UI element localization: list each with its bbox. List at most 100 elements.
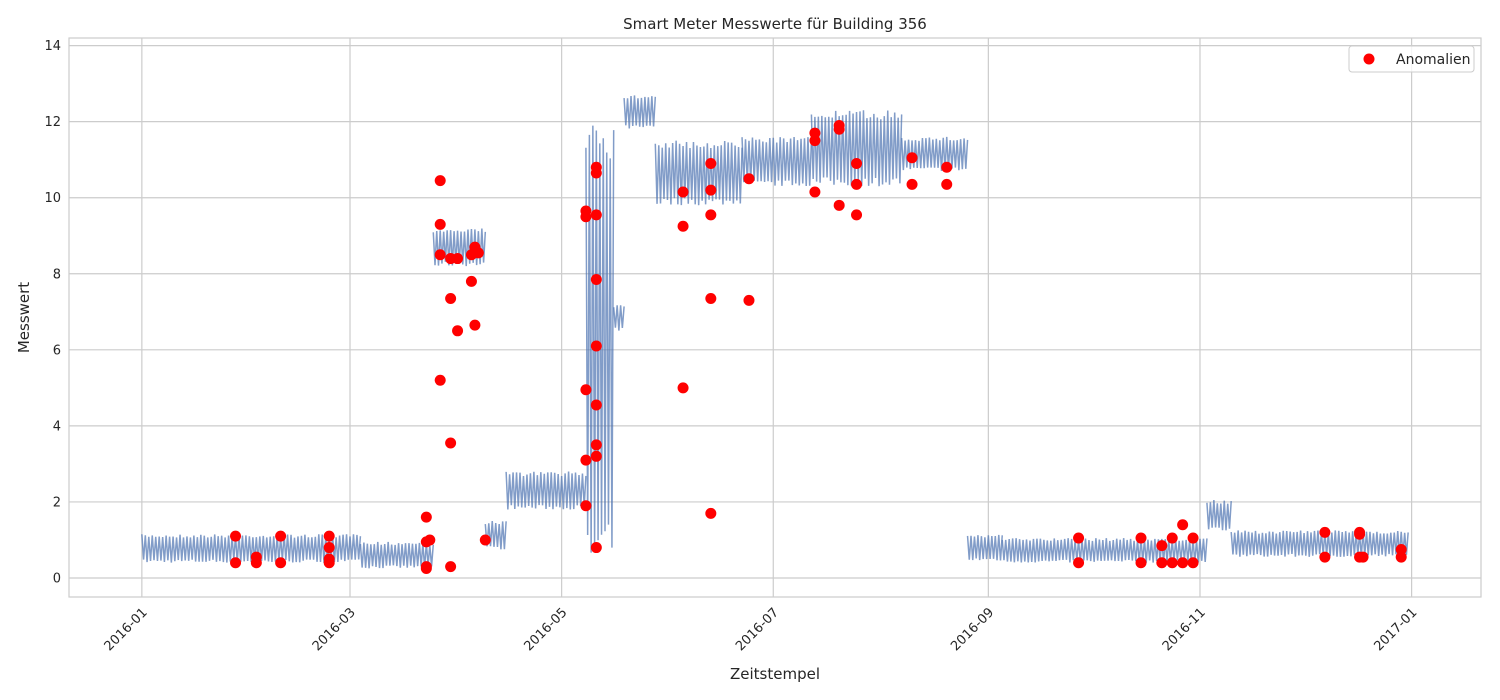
anomaly-point	[1156, 557, 1168, 569]
x-axis-label: Zeitstempel	[730, 665, 820, 683]
legend-marker	[1363, 53, 1375, 65]
anomaly-point	[590, 399, 602, 411]
anomaly-point	[941, 161, 953, 173]
y-axis-label: Messwert	[15, 282, 33, 353]
line-segment-3	[484, 520, 507, 550]
anomaly-point	[275, 557, 287, 569]
anomaly-point	[580, 384, 592, 396]
anomaly-point	[590, 439, 602, 451]
anomaly-point	[465, 275, 477, 287]
anomaly-point	[580, 211, 592, 223]
anomaly-point	[424, 534, 436, 546]
line-segment-7	[623, 95, 657, 129]
grid	[69, 38, 1481, 597]
anomaly-point	[420, 562, 432, 574]
anomaly-point	[1166, 557, 1178, 569]
anomaly-point	[420, 511, 432, 523]
anomaly-point	[434, 374, 446, 386]
anomaly-point	[1354, 528, 1366, 540]
y-tick-label: 6	[53, 343, 61, 358]
anomaly-point	[434, 218, 446, 230]
y-tick-label: 10	[44, 191, 61, 206]
anomaly-point	[250, 557, 262, 569]
anomaly-point	[1357, 551, 1369, 563]
y-tick-label: 2	[53, 495, 61, 510]
anomaly-point	[705, 507, 717, 519]
line-segment-9	[741, 137, 813, 187]
anomaly-point	[1073, 532, 1085, 544]
line-segment-15	[1230, 530, 1409, 557]
anomaly-point	[1187, 532, 1199, 544]
anomaly-point	[1156, 540, 1168, 552]
anomaly-point	[1395, 543, 1407, 555]
anomaly-point	[323, 530, 335, 542]
line-segment-2	[432, 228, 487, 267]
anomaly-point	[705, 292, 717, 304]
line-segment-14	[1206, 500, 1232, 531]
anomaly-point	[1319, 551, 1331, 563]
anomaly-point	[1187, 557, 1199, 569]
anomaly-point	[833, 123, 845, 135]
anomaly-point	[1319, 526, 1331, 538]
anomaly-point	[590, 542, 602, 554]
anomaly-point	[809, 135, 821, 147]
anomaly-point	[230, 557, 242, 569]
anomaly-point	[452, 253, 464, 265]
anomaly-point	[434, 249, 446, 261]
anomaly-point	[1177, 519, 1189, 531]
line-segment-6	[612, 305, 625, 331]
y-tick-label: 12	[44, 115, 61, 130]
anomaly-point	[445, 561, 457, 573]
line-segment-5	[585, 125, 615, 553]
line-segment-4	[505, 471, 587, 510]
anomaly-point	[1166, 532, 1178, 544]
anomaly-point	[851, 157, 863, 169]
anomaly-point	[323, 557, 335, 569]
anomaly-point	[851, 178, 863, 190]
line-series	[141, 95, 1409, 569]
anomaly-point	[434, 175, 446, 187]
anomaly-point	[743, 294, 755, 306]
anomaly-point	[705, 157, 717, 169]
line-segment-8	[654, 140, 743, 206]
anomaly-point	[705, 209, 717, 221]
anomaly-point	[677, 220, 689, 232]
anomaly-point	[590, 167, 602, 179]
line-segment-11	[900, 136, 969, 171]
y-axis: 0 2 4 6 8 10 12 14	[44, 39, 61, 586]
anomaly-point	[705, 184, 717, 196]
anomaly-point	[580, 454, 592, 466]
anomaly-point	[833, 199, 845, 211]
anomaly-point	[590, 450, 602, 462]
anomaly-point	[445, 292, 457, 304]
anomaly-point	[809, 127, 821, 139]
anomaly-point	[590, 209, 602, 221]
anomaly-point	[275, 530, 287, 542]
anomaly-point	[452, 325, 464, 337]
anomaly-point	[469, 319, 481, 331]
y-tick-label: 0	[53, 571, 61, 586]
plot-frame	[68, 37, 1482, 598]
anomaly-point	[1135, 557, 1147, 569]
anomaly-point	[445, 437, 457, 449]
y-tick-label: 14	[44, 39, 61, 54]
chart-title: Smart Meter Messwerte für Building 356	[623, 15, 927, 33]
anomaly-point	[906, 178, 918, 190]
anomaly-point	[1395, 551, 1407, 563]
y-tick-label: 4	[53, 419, 61, 434]
anomaly-point	[677, 382, 689, 394]
anomaly-point	[472, 247, 484, 259]
legend: Anomalien	[1348, 45, 1475, 73]
anomaly-point	[580, 500, 592, 512]
line-segment-12	[966, 534, 1003, 561]
anomaly-point	[1177, 557, 1189, 569]
anomaly-point	[230, 530, 242, 542]
line-segment-10	[810, 110, 903, 187]
anomaly-point	[1135, 532, 1147, 544]
anomaly-point	[590, 273, 602, 285]
anomaly-point	[323, 542, 335, 554]
anomaly-point	[479, 534, 491, 546]
anomaly-point	[1073, 557, 1085, 569]
line-segment-13	[1001, 538, 1208, 563]
